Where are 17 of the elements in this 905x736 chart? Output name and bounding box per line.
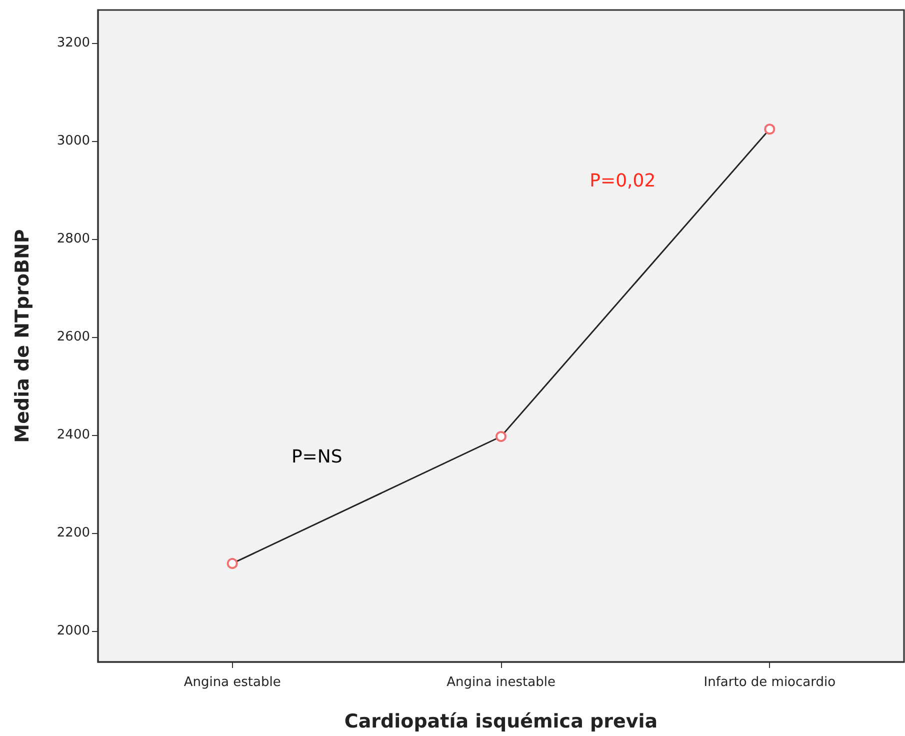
x-tick-label: Angina inestable: [446, 675, 556, 690]
y-tick-label: 2400: [56, 428, 90, 443]
point: [764, 124, 776, 135]
y-tick-label: 2000: [56, 624, 90, 639]
x-tick-label: Infarto de miocardio: [704, 675, 836, 690]
annotation: P=NS: [291, 446, 342, 468]
y-tick-label: 3000: [56, 133, 90, 148]
x-tick-label: Angina estable: [184, 675, 281, 690]
x-axis-title: Cardiopatía isquémica previa: [344, 710, 658, 732]
point: [226, 558, 238, 569]
annotation: P=0,02: [590, 170, 656, 192]
y-tick-label: 2200: [56, 526, 90, 541]
y-tick-label: 2800: [56, 231, 90, 246]
point: [496, 431, 506, 442]
y-tick-label: 3200: [56, 35, 90, 50]
y-axis-title: Media de NTproBNP: [12, 229, 34, 443]
y-tick-label: 2600: [56, 329, 90, 344]
